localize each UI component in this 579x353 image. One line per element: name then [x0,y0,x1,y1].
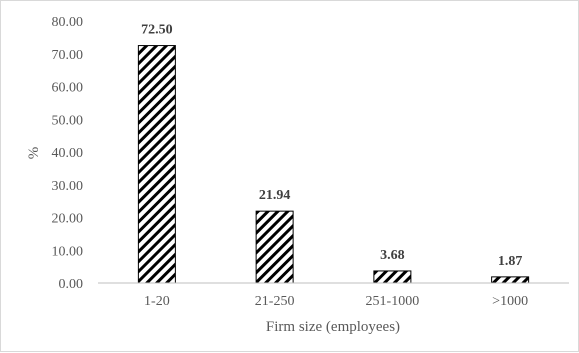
x-tick-label: >1000 [492,294,528,309]
y-tick-label: 20.00 [52,212,84,227]
bar [373,270,412,284]
y-axis-title: % [26,147,42,160]
data-label: 1.87 [498,254,523,269]
y-tick-label: 60.00 [52,81,84,96]
x-axis-title: Firm size (employees) [266,319,400,335]
bar [491,276,530,284]
y-tick-label: 0.00 [59,277,84,292]
data-label: 3.68 [380,248,405,263]
y-tick-label: 40.00 [52,146,84,161]
data-label: 72.50 [141,23,173,38]
x-tick-label: 1-20 [144,294,170,309]
bar [255,210,294,284]
x-tick-label: 251-1000 [366,294,420,309]
y-tick-label: 50.00 [52,113,84,128]
y-tick-label: 10.00 [52,244,84,259]
data-labels: 72.50 21.94 3.68 1.87 [141,23,522,269]
y-tick-label: 30.00 [52,179,84,194]
y-axis-tick-labels: 0.00 10.00 20.00 30.00 40.00 50.00 60.00 70.00 8… [52,15,84,292]
x-axis-tick-labels: 1-20 21-250 251-1000 >1000 [144,294,528,309]
x-tick-label: 21-250 [255,294,295,309]
bar [137,45,176,284]
bars [137,45,530,284]
y-tick-label: 70.00 [52,48,84,63]
y-tick-label: 80.00 [52,15,84,30]
data-label: 21.94 [259,188,291,203]
